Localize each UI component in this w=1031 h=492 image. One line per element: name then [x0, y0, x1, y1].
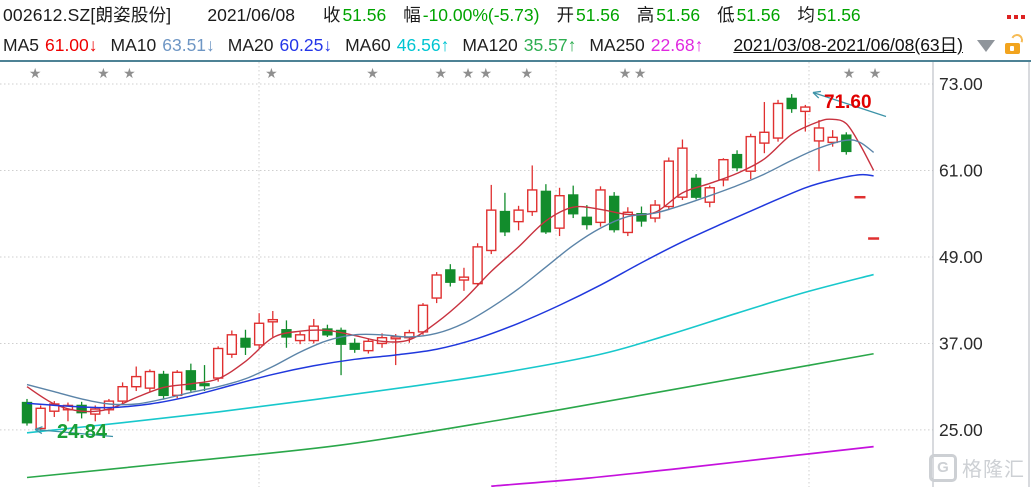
- ma5-legend: MA5 61.00↓: [3, 35, 98, 55]
- svg-text:49.00: 49.00: [939, 247, 983, 267]
- date-range-selector[interactable]: 2021/03/08-2021/06/08(63日): [733, 35, 963, 55]
- ma10-legend: MA10 63.51↓: [110, 35, 215, 55]
- down-arrow-icon: ↓: [206, 35, 215, 55]
- up-arrow-icon: ↑: [694, 35, 704, 55]
- more-menu-icon[interactable]: [1007, 15, 1025, 19]
- down-arrow-icon: ↓: [323, 35, 333, 55]
- svg-text:★: ★: [634, 66, 647, 82]
- svg-text:★: ★: [619, 66, 632, 82]
- unlocked-padlock-icon[interactable]: [1005, 32, 1025, 54]
- down-arrow-icon: ↓: [88, 35, 98, 55]
- stat-change: 幅 -10.00%(-5.73): [403, 5, 540, 25]
- up-arrow-icon: ↑: [440, 35, 450, 55]
- ma20-legend: MA20 60.25↓: [227, 35, 333, 55]
- svg-text:★: ★: [480, 66, 493, 82]
- chevron-down-icon[interactable]: [977, 40, 995, 52]
- svg-text:73.00: 73.00: [939, 74, 983, 94]
- svg-text:★: ★: [265, 66, 278, 82]
- svg-text:★: ★: [97, 66, 110, 82]
- up-arrow-icon: ↑: [567, 35, 577, 55]
- svg-text:★: ★: [520, 66, 533, 82]
- svg-text:71.60: 71.60: [824, 92, 872, 113]
- svg-text:25.00: 25.00: [939, 420, 983, 440]
- stat-high: 高 51.56: [636, 5, 701, 25]
- stat-avg: 均 51.56: [797, 5, 861, 25]
- svg-text:★: ★: [462, 66, 475, 82]
- svg-text:61.00: 61.00: [939, 160, 983, 180]
- quote-date: 2021/06/08: [207, 5, 295, 25]
- svg-text:★: ★: [843, 66, 856, 82]
- stat-low: 低 51.56: [717, 5, 781, 25]
- quote-toolbar: 002612.SZ[朗姿股份] 2021/06/08 收 51.56 幅 -10.00%(…: [0, 0, 1031, 62]
- ma120-legend: MA120 35.57↑: [462, 35, 577, 55]
- quote-row: 002612.SZ[朗姿股份] 2021/06/08 收 51.56 幅 -10.00%(…: [0, 0, 1031, 30]
- svg-text:★: ★: [123, 66, 136, 82]
- svg-text:★: ★: [869, 66, 882, 82]
- svg-text:★: ★: [434, 66, 447, 82]
- svg-text:24.84: 24.84: [57, 421, 108, 443]
- ma-row: MA5 61.00↓ MA10 63.51↓ MA20 60.25↓ MA60 46.56↑ M…: [0, 30, 1031, 60]
- stock-symbol: 002612.SZ[朗姿股份]: [3, 5, 172, 25]
- stat-close: 收 51.56: [322, 5, 387, 25]
- kline-chart-area[interactable]: 73.00 61.00 49.00 37.00 25.00 ★ ★ ★ ★ ★ ★ ★ ★ ★ ★ ★ ★ ★ 71…: [0, 62, 1031, 487]
- ma250-legend: MA250 22.68↑: [589, 35, 704, 55]
- svg-text:★: ★: [29, 66, 42, 82]
- svg-text:★: ★: [366, 66, 379, 82]
- stat-open: 开 51.56: [556, 5, 620, 25]
- svg-text:37.00: 37.00: [939, 333, 983, 353]
- ma60-legend: MA60 46.56↑: [345, 35, 450, 55]
